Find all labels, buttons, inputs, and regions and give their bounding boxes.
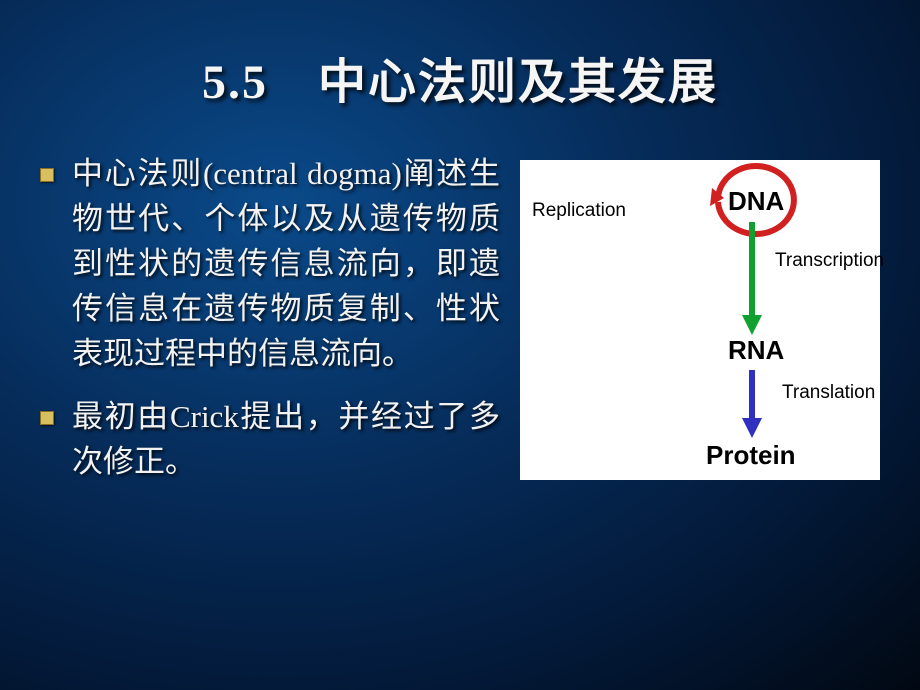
- bullet-text: 最初由Crick提出，并经过了多次修正。: [72, 395, 500, 485]
- dna-node-label: DNA: [728, 186, 784, 217]
- bullet-text: 中心法则(central dogma)阐述生物世代、个体以及从遗传物质到性状的遗…: [72, 152, 500, 377]
- translation-label: Translation: [782, 382, 875, 404]
- bullet-square-icon: [40, 411, 54, 425]
- replication-label: Replication: [532, 200, 626, 222]
- rna-node-label: RNA: [728, 335, 784, 366]
- bullet-item: 最初由Crick提出，并经过了多次修正。: [40, 395, 500, 485]
- central-dogma-diagram: DNA RNA Protein Replication Transcriptio…: [520, 160, 880, 480]
- bullet-item: 中心法则(central dogma)阐述生物世代、个体以及从遗传物质到性状的遗…: [40, 152, 500, 377]
- bullet-square-icon: [40, 168, 54, 182]
- content-row: 中心法则(central dogma)阐述生物世代、个体以及从遗传物质到性状的遗…: [0, 112, 920, 503]
- transcription-arrowhead-icon: [742, 315, 762, 335]
- text-column: 中心法则(central dogma)阐述生物世代、个体以及从遗传物质到性状的遗…: [40, 152, 500, 503]
- transcription-label: Transcription: [775, 250, 884, 272]
- protein-node-label: Protein: [706, 440, 796, 471]
- slide-title: 5.5 中心法则及其发展: [0, 0, 920, 112]
- translation-arrowhead-icon: [742, 418, 762, 438]
